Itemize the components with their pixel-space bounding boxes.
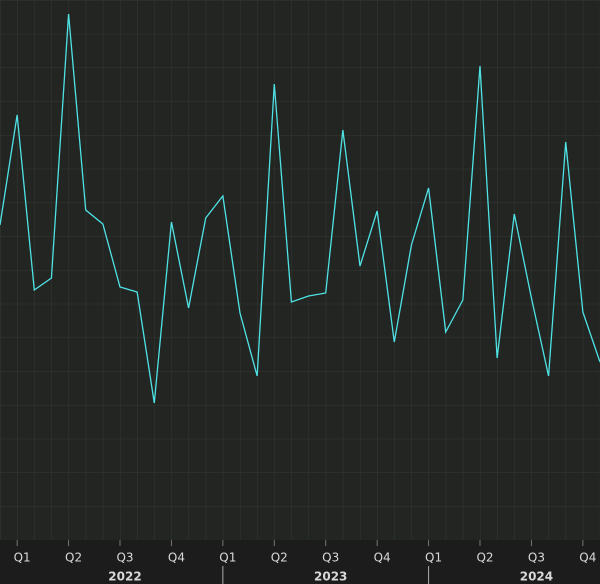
grid [0, 0, 600, 540]
x-tick-label: Q4 [579, 551, 596, 565]
year-label: 2024 [520, 570, 553, 584]
x-tick-label: Q1 [219, 551, 236, 565]
x-tick-label: Q3 [116, 551, 133, 565]
x-tick-label: Q2 [271, 551, 288, 565]
year-label: 2023 [314, 570, 347, 584]
x-tick-label: Q3 [528, 551, 545, 565]
x-tick-label: Q2 [476, 551, 493, 565]
year-label: 2022 [108, 570, 141, 584]
x-tick-label: Q4 [168, 551, 185, 565]
line-series [0, 13, 600, 404]
x-tick-label: Q1 [14, 551, 31, 565]
x-tick-label: Q1 [425, 551, 442, 565]
x-axis-band [0, 540, 600, 584]
x-tick-label: Q2 [65, 551, 82, 565]
x-tick-label: Q4 [374, 551, 391, 565]
x-tick-label: Q3 [322, 551, 339, 565]
